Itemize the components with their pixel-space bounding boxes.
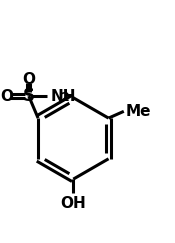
- Text: S: S: [23, 87, 35, 105]
- Text: 2: 2: [61, 91, 70, 104]
- Text: NH: NH: [51, 89, 76, 104]
- Text: O: O: [22, 72, 35, 87]
- Text: O: O: [0, 89, 13, 104]
- Text: Me: Me: [125, 104, 151, 119]
- Text: OH: OH: [60, 196, 86, 211]
